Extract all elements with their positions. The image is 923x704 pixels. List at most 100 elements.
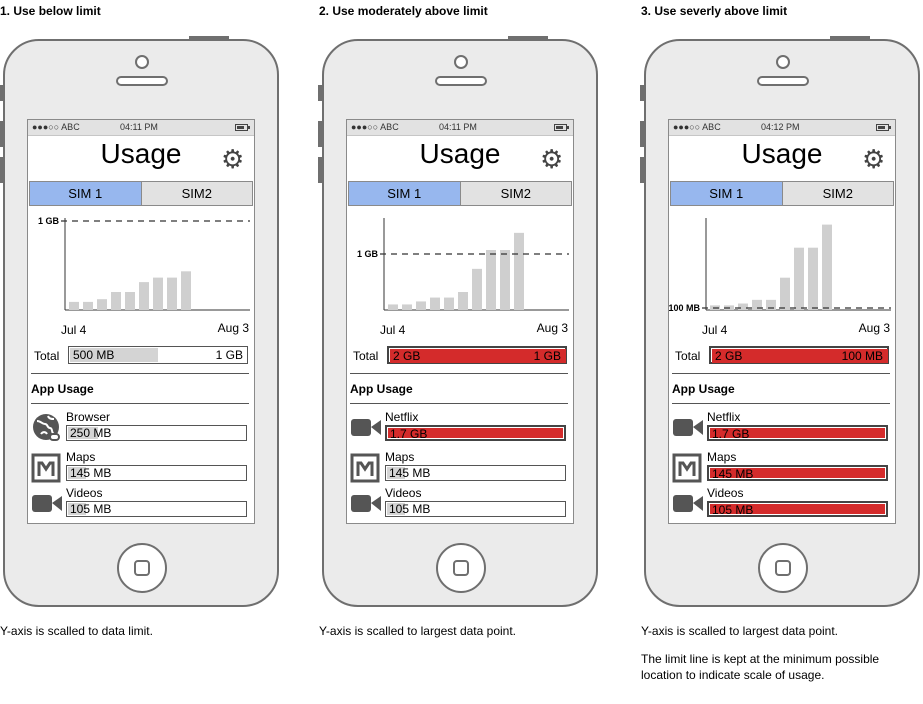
maps-icon <box>31 452 63 483</box>
app-usage-value: 145 MB <box>70 466 112 480</box>
app-usage-row[interactable]: Videos 105 MB <box>669 486 895 518</box>
globe-icon <box>31 412 63 442</box>
app-usage-bar: 105 MB <box>707 501 888 517</box>
carrier-label: ●●●○○ ABC <box>673 122 721 132</box>
battery-icon <box>235 124 250 131</box>
total-usage-bar: 2 GB 100 MB <box>709 346 889 364</box>
app-usage-row[interactable]: Maps 145 MB <box>669 450 895 483</box>
caption-line: Y-axis is scalled to data limit. <box>0 624 153 638</box>
app-name: Maps <box>66 450 96 464</box>
caption-line: Y-axis is scalled to largest data point. <box>319 624 516 638</box>
scenario-caption: Y-axis is scalled to largest data point.… <box>641 623 923 695</box>
app-usage-bar: 105 MB <box>385 501 566 517</box>
home-square-icon <box>134 560 150 576</box>
home-button[interactable] <box>436 543 486 593</box>
x-end-label: Aug 3 <box>218 321 250 335</box>
scenario-title: 2. Use moderately above limit <box>319 4 488 18</box>
app-usage-fill <box>388 428 563 438</box>
gear-icon[interactable]: ⚙ <box>540 144 564 174</box>
limit-label: 1 GB <box>38 216 60 226</box>
app-usage-row[interactable]: Browser 250 MB <box>28 410 254 442</box>
app-usage-bar: 250 MB <box>66 425 247 441</box>
front-camera <box>135 55 149 69</box>
app-usage-fill <box>710 504 885 514</box>
total-usage-bar: 500 MB 1 GB <box>68 346 248 364</box>
usage-screen: ●●●○○ ABC 04:11 PM Usage ⚙ SIM 1 SIM2 1 … <box>27 119 255 524</box>
app-name: Netflix <box>707 410 741 424</box>
total-usage-fill <box>390 349 566 363</box>
speaker-grill <box>116 76 168 86</box>
total-used-value: 500 MB <box>73 348 115 362</box>
app-usage-row[interactable]: Maps 145 MB <box>28 450 254 483</box>
app-usage-value: 105 MB <box>70 502 112 516</box>
gear-icon[interactable]: ⚙ <box>221 144 245 174</box>
total-label: Total <box>34 349 60 363</box>
tab-sim-2[interactable]: SIM2 <box>782 182 893 205</box>
tab-sim-2[interactable]: SIM2 <box>141 182 252 205</box>
speaker-grill <box>757 76 809 86</box>
app-usage-value: 145 MB <box>389 466 431 480</box>
app-usage-bar: 105 MB <box>66 501 247 517</box>
app-usage-value: 105 MB <box>712 503 754 517</box>
video-camera-icon <box>31 488 63 518</box>
app-usage-row[interactable]: Maps 145 MB <box>347 450 573 483</box>
clock-label: 04:12 PM <box>761 122 800 132</box>
app-usage-value: 105 MB <box>389 502 431 516</box>
limit-label: 100 MB <box>669 303 700 313</box>
tab-sim-1[interactable]: SIM 1 <box>671 182 783 205</box>
sim-tabs: SIM 1 SIM2 <box>348 181 572 206</box>
tab-sim-1[interactable]: SIM 1 <box>30 182 142 205</box>
phone-top-button <box>830 36 870 40</box>
video-camera-icon <box>350 412 382 442</box>
app-usage-row[interactable]: Netflix 1.7 GB <box>669 410 895 442</box>
app-usage-bar: 145 MB <box>707 465 888 481</box>
usage-chart: 1 GB Jul 4 Aug 3 <box>357 218 569 337</box>
usage-bar <box>752 299 762 310</box>
app-usage-value: 1.7 GB <box>390 427 428 441</box>
usage-bar <box>97 299 107 310</box>
carrier-label: ●●●○○ ABC <box>351 122 399 132</box>
tab-sim-1[interactable]: SIM 1 <box>349 182 461 205</box>
usage-bar <box>444 297 454 310</box>
usage-bar <box>472 268 482 310</box>
usage-bar <box>111 292 121 310</box>
sim-tabs: SIM 1 SIM2 <box>670 181 894 206</box>
app-usage-fill <box>710 428 885 438</box>
gear-icon[interactable]: ⚙ <box>862 144 886 174</box>
phone-side-button <box>318 85 322 101</box>
usage-bar <box>738 303 748 310</box>
app-usage-row[interactable]: Videos 105 MB <box>347 486 573 518</box>
carrier-label: ●●●○○ ABC <box>32 122 80 132</box>
app-usage-fill <box>387 503 405 515</box>
tab-sim-2[interactable]: SIM2 <box>460 182 571 205</box>
screen-title: Usage <box>100 138 182 169</box>
phone-side-button <box>640 121 644 147</box>
phone-side-button <box>318 121 322 147</box>
total-usage-bar: 2 GB 1 GB <box>387 346 567 364</box>
usage-bar <box>181 271 191 310</box>
app-name: Netflix <box>385 410 419 424</box>
phone-top-button <box>189 36 229 40</box>
usage-bar <box>766 299 776 310</box>
usage-bar <box>416 301 426 310</box>
app-name: Videos <box>707 486 744 500</box>
phone-side-button <box>318 157 322 183</box>
total-usage-fill <box>712 349 888 363</box>
divider <box>672 373 890 374</box>
app-name: Maps <box>385 450 415 464</box>
app-usage-row[interactable]: Netflix 1.7 GB <box>347 410 573 442</box>
home-button[interactable] <box>117 543 167 593</box>
usage-bar <box>794 247 804 310</box>
screen-title: Usage <box>741 138 823 169</box>
x-start-label: Jul 4 <box>702 323 728 337</box>
app-usage-fill <box>68 467 86 479</box>
total-label: Total <box>675 349 701 363</box>
phone-mockup: ●●●○○ ABC 04:12 PM Usage ⚙ SIM 1 SIM2 10… <box>640 36 920 607</box>
app-usage-row[interactable]: Videos 105 MB <box>28 486 254 518</box>
usage-bar <box>780 277 790 310</box>
phone-mockup: ●●●○○ ABC 04:11 PM Usage ⚙ SIM 1 SIM2 1 … <box>318 36 598 607</box>
home-button[interactable] <box>758 543 808 593</box>
sim-tabs: SIM 1 SIM2 <box>29 181 253 206</box>
screen-title: Usage <box>419 138 501 169</box>
phone-side-button <box>0 157 3 183</box>
